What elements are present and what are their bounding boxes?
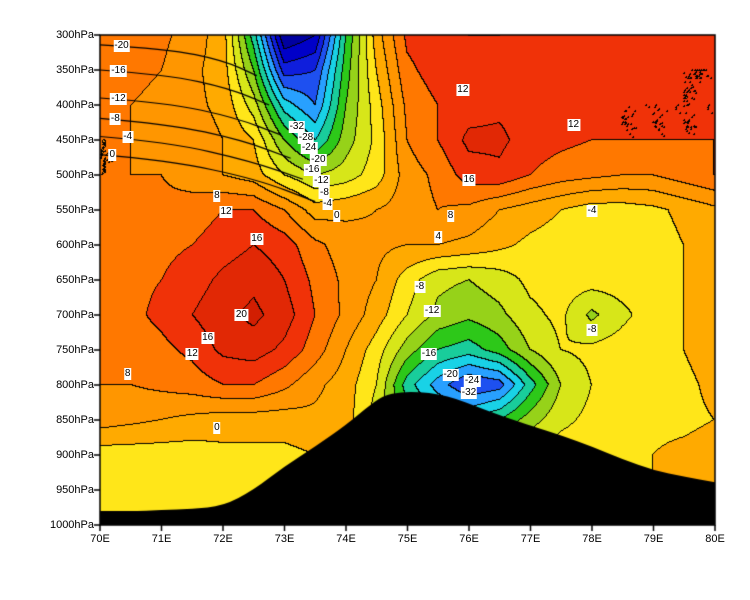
cross-section-plot-canvas	[0, 0, 750, 600]
figure: 300hPa 350hPa 400hPa 450hPa 500hPa 550hPa 600h…	[0, 0, 750, 600]
